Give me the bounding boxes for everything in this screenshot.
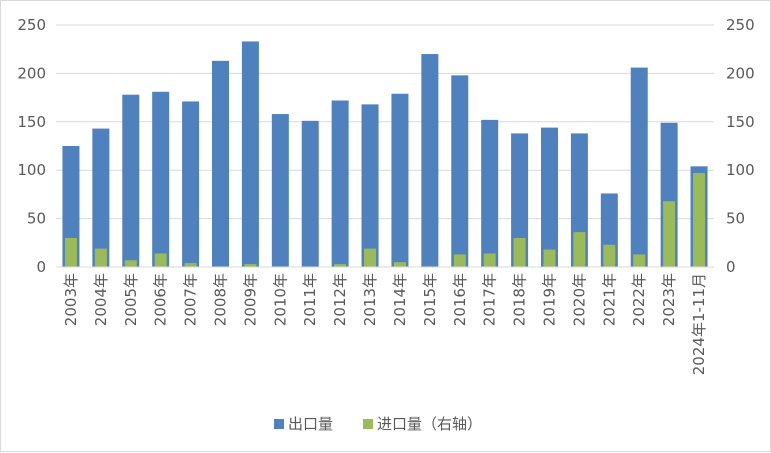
bar-export	[541, 127, 558, 267]
x-tick-label: 2021年	[600, 273, 618, 326]
bar-export	[62, 146, 80, 267]
bar-export	[92, 128, 110, 267]
bar-import	[154, 253, 167, 267]
bar-import	[633, 254, 646, 267]
legend-label-export: 出口量	[288, 415, 333, 433]
left-tick-label: 50	[27, 210, 46, 228]
bar-export	[122, 94, 140, 267]
bar-export	[361, 104, 379, 267]
right-tick-label: 0	[726, 258, 736, 276]
bar-export	[241, 41, 259, 268]
bar-import	[573, 232, 586, 267]
bar-export	[331, 100, 349, 267]
bar-import	[453, 254, 466, 267]
bar-import	[543, 249, 556, 267]
bar-import	[184, 263, 197, 267]
bar-export	[391, 93, 409, 267]
bar-import	[513, 237, 526, 267]
right-tick-label: 250	[726, 16, 755, 34]
x-tick-label: 2010年	[271, 273, 289, 326]
bar-import	[364, 248, 377, 267]
x-tick-label: 2017年	[481, 273, 499, 326]
bar-export	[212, 60, 229, 267]
bar-import	[94, 248, 107, 267]
x-tick-label: 2015年	[421, 273, 439, 326]
x-tick-label: 2004年	[92, 273, 110, 326]
bar-import	[663, 201, 676, 267]
x-tick-label: 2013年	[361, 273, 379, 326]
legend: 出口量 进口量（右轴）	[274, 415, 482, 433]
bar-import	[124, 260, 137, 267]
x-tick-label: 2012年	[331, 273, 349, 326]
bar-import	[693, 173, 706, 267]
x-tick-label: 2018年	[511, 273, 529, 326]
x-tick-label: 2014年	[391, 273, 409, 326]
bar-export	[182, 101, 200, 267]
x-tick-label: 2009年	[241, 273, 259, 326]
bar-export	[481, 119, 499, 267]
x-tick-label: 2003年	[62, 273, 80, 326]
left-tick-label: 0	[36, 258, 46, 276]
bar-import	[334, 264, 347, 267]
left-tick-label: 200	[17, 64, 46, 82]
x-tick-label: 2023年	[660, 273, 678, 326]
bar-export	[451, 75, 469, 267]
bar-export	[271, 114, 289, 267]
bar-export	[421, 54, 439, 267]
x-tick-label: 2016年	[451, 273, 469, 326]
x-tick-label: 2007年	[182, 273, 200, 326]
x-tick-label: 2024年1-11月	[690, 273, 708, 375]
right-axis-ticks: 0 50 100 150 200 250	[726, 16, 755, 276]
left-tick-label: 250	[17, 16, 46, 34]
left-axis-ticks: 0 50 100 150 200 250	[17, 16, 46, 276]
bar-import	[393, 262, 406, 267]
right-tick-label: 200	[726, 64, 755, 82]
bar-export	[152, 91, 170, 268]
right-tick-label: 150	[726, 113, 755, 131]
x-tick-label: 2022年	[630, 273, 648, 326]
legend-swatch-export	[274, 419, 284, 429]
bar-export	[511, 133, 529, 267]
bar-export	[630, 67, 648, 267]
x-axis-labels: 2003年 2004年 2005年 2006年 2007年 2008年 2009年 2010年…	[62, 273, 708, 375]
bar-import	[64, 237, 77, 267]
right-tick-label: 100	[726, 161, 755, 179]
bar-import	[244, 264, 257, 267]
bars	[62, 41, 708, 268]
x-tick-label: 2005年	[122, 273, 140, 326]
x-tick-label: 2019年	[541, 273, 559, 326]
bar-export	[301, 120, 319, 267]
right-tick-label: 50	[726, 210, 745, 228]
bar-import	[483, 253, 496, 267]
x-tick-label: 2020年	[570, 273, 588, 326]
legend-swatch-import	[363, 419, 373, 429]
left-tick-label: 150	[17, 113, 46, 131]
x-tick-label: 2011年	[301, 273, 319, 326]
bar-import	[603, 244, 616, 267]
x-tick-label: 2008年	[212, 273, 230, 326]
x-tick-label: 2006年	[152, 273, 170, 326]
left-tick-label: 100	[17, 161, 46, 179]
legend-label-import: 进口量（右轴）	[377, 415, 482, 433]
